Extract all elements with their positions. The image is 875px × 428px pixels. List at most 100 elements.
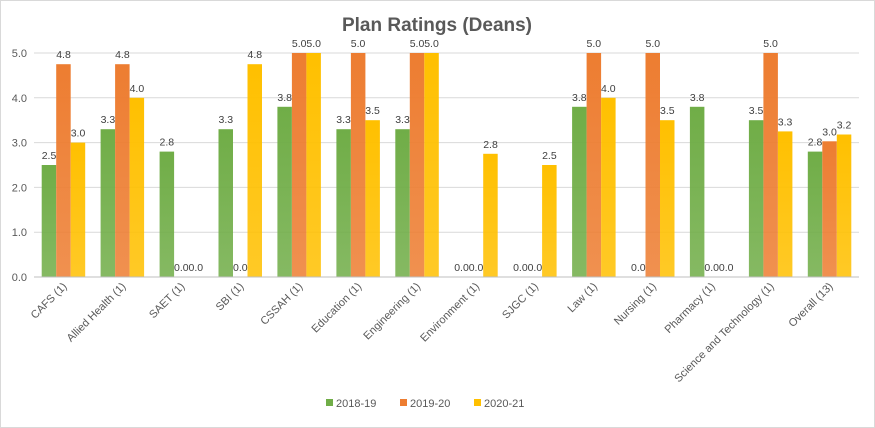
bar-2018-19-sbi-1 bbox=[218, 129, 233, 277]
category-label: CAFS (1) bbox=[29, 281, 70, 322]
bar-2020-21-science-and-technology-1 bbox=[777, 131, 793, 277]
y-tick-label: 3.0 bbox=[12, 138, 27, 150]
data-label-2019-20-overall-13: 3.0 bbox=[822, 126, 837, 138]
category-label: Allied Health (1) bbox=[65, 281, 129, 345]
legend-label-2020-21: 2020-21 bbox=[484, 398, 524, 410]
category-label: SAET (1) bbox=[147, 281, 187, 321]
bar-2020-21-environment-1 bbox=[483, 153, 498, 277]
category-label: Environment (1) bbox=[418, 281, 482, 345]
bar-2019-20-science-and-technology-1 bbox=[763, 53, 778, 277]
category-label: Science and Technology (1) bbox=[672, 281, 776, 385]
bar-2018-19-engineering-1 bbox=[395, 129, 410, 277]
data-label-2018-19-overall-13: 2.8 bbox=[808, 137, 823, 149]
category-label: SBI (1) bbox=[214, 281, 247, 314]
data-label-2018-19-science-and-technology-1: 3.5 bbox=[749, 105, 764, 117]
data-label-2020-21-nursing-1: 3.5 bbox=[660, 105, 675, 117]
bar-2020-21-law-1 bbox=[601, 97, 616, 277]
bar-2019-20-overall-13 bbox=[822, 141, 837, 277]
bar-2019-20-law-1 bbox=[586, 53, 602, 277]
data-label-2020-21-sjgc-1: 2.5 bbox=[542, 150, 557, 162]
y-tick-label: 4.0 bbox=[12, 93, 27, 105]
bar-2020-21-overall-13 bbox=[836, 134, 852, 277]
data-label-2018-19-allied-health-1: 3.3 bbox=[101, 114, 116, 126]
data-label-2018-19-environment-1: 0.0 bbox=[454, 262, 469, 274]
data-label-2019-20-engineering-1: 5.0 bbox=[410, 38, 425, 50]
bar-2020-21-cssah-1 bbox=[306, 53, 321, 277]
bar-2018-19-overall-13 bbox=[807, 151, 823, 277]
bar-2019-20-cssah-1 bbox=[291, 53, 307, 277]
data-label-2018-19-nursing-1: 0.0 bbox=[631, 262, 646, 274]
legend-label-2018-19: 2018-19 bbox=[336, 398, 376, 410]
category-label: SJGC (1) bbox=[500, 281, 541, 322]
bar-2018-19-allied-health-1 bbox=[100, 129, 116, 277]
bar-2018-19-science-and-technology-1 bbox=[748, 120, 764, 277]
bar-2018-19-cssah-1 bbox=[277, 106, 292, 277]
bar-2020-21-sbi-1 bbox=[247, 64, 262, 277]
category-label: CSSAH (1) bbox=[258, 281, 305, 328]
data-label-2019-20-pharmacy-1: 0.0 bbox=[704, 262, 719, 274]
bar-2020-21-sjgc-1 bbox=[542, 165, 557, 277]
data-label-2019-20-education-1: 5.0 bbox=[351, 38, 366, 50]
bar-2020-21-education-1 bbox=[365, 120, 380, 277]
legend: 2018-19 2019-20 2020-21 bbox=[326, 398, 524, 410]
data-label-2018-19-pharmacy-1: 3.8 bbox=[690, 92, 705, 104]
x-axis-category-labels: CAFS (1)Allied Health (1) SAET (1) SBI (1)… bbox=[29, 281, 836, 385]
bar-2020-21-nursing-1 bbox=[660, 120, 675, 277]
y-tick-label: 2.0 bbox=[12, 182, 27, 194]
bar-2019-20-allied-health-1 bbox=[115, 64, 130, 277]
chart-title: Plan Ratings (Deans) bbox=[342, 15, 532, 36]
bars bbox=[41, 53, 852, 277]
data-label-2019-20-cafs-1: 4.8 bbox=[56, 49, 71, 61]
data-label-2019-20-nursing-1: 5.0 bbox=[645, 38, 660, 50]
category-label: Engineering (1) bbox=[361, 281, 423, 343]
data-label-2018-19-sjgc-1: 0.0 bbox=[513, 262, 528, 274]
data-label-2020-21-cssah-1: 5.0 bbox=[306, 38, 321, 50]
bar-2019-20-nursing-1 bbox=[645, 53, 660, 277]
bar-2020-21-allied-health-1 bbox=[129, 97, 145, 277]
bar-2020-21-cafs-1 bbox=[70, 142, 86, 277]
data-label-2020-21-science-and-technology-1: 3.3 bbox=[778, 116, 793, 128]
bar-2020-21-engineering-1 bbox=[424, 53, 439, 277]
data-label-2020-21-education-1: 3.5 bbox=[365, 105, 380, 117]
data-label-2019-20-sjgc-1: 0.0 bbox=[528, 262, 543, 274]
bar-2018-19-education-1 bbox=[336, 129, 351, 277]
category-label: Education (1) bbox=[309, 281, 364, 336]
data-label-2019-20-cssah-1: 5.0 bbox=[292, 38, 307, 50]
gridlines bbox=[34, 52, 859, 233]
category-label: Law (1) bbox=[565, 281, 599, 315]
data-label-2019-20-science-and-technology-1: 5.0 bbox=[763, 38, 778, 50]
data-label-2020-21-cafs-1: 3.0 bbox=[71, 128, 86, 140]
data-label-2020-21-engineering-1: 5.0 bbox=[424, 38, 439, 50]
data-label-2018-19-cssah-1: 3.8 bbox=[277, 92, 292, 104]
data-label-2019-20-environment-1: 0.0 bbox=[469, 262, 484, 274]
data-label-2020-21-pharmacy-1: 0.0 bbox=[719, 262, 734, 274]
legend-swatch-2020-21 bbox=[474, 399, 481, 406]
legend-label-2019-20: 2019-20 bbox=[410, 398, 450, 410]
data-label-2020-21-environment-1: 2.8 bbox=[483, 139, 498, 151]
data-label-2019-20-sbi-1: 0.0 bbox=[233, 262, 248, 274]
data-label-2019-20-law-1: 5.0 bbox=[586, 38, 601, 50]
bar-2018-19-law-1 bbox=[572, 106, 587, 277]
bar-2018-19-cafs-1 bbox=[41, 165, 57, 277]
data-label-2018-19-cafs-1: 2.5 bbox=[42, 150, 57, 162]
legend-swatch-2019-20 bbox=[400, 399, 407, 406]
y-tick-label: 1.0 bbox=[12, 227, 27, 239]
data-label-2020-21-overall-13: 3.2 bbox=[837, 120, 852, 132]
data-label-2019-20-allied-health-1: 4.8 bbox=[115, 49, 130, 61]
data-label-2018-19-education-1: 3.3 bbox=[336, 114, 351, 126]
data-label-2018-19-engineering-1: 3.3 bbox=[395, 114, 410, 126]
data-label-2020-21-saet-1: 0.0 bbox=[188, 262, 203, 274]
y-tick-label: 0.0 bbox=[12, 272, 27, 284]
data-label-2020-21-allied-health-1: 4.0 bbox=[130, 83, 145, 95]
data-label-2018-19-sbi-1: 3.3 bbox=[218, 114, 233, 126]
data-label-2018-19-law-1: 3.8 bbox=[572, 92, 587, 104]
bar-2018-19-saet-1 bbox=[159, 151, 175, 277]
data-labels: 2.54.83.03.34.84.02.80.0 0.03.30.04.83.85… bbox=[42, 38, 852, 274]
y-tick-label: 5.0 bbox=[12, 48, 27, 60]
bar-2019-20-education-1 bbox=[350, 53, 366, 277]
bar-2019-20-cafs-1 bbox=[56, 64, 71, 277]
bar-2019-20-engineering-1 bbox=[409, 53, 425, 277]
data-label-2020-21-sbi-1: 4.8 bbox=[247, 49, 262, 61]
